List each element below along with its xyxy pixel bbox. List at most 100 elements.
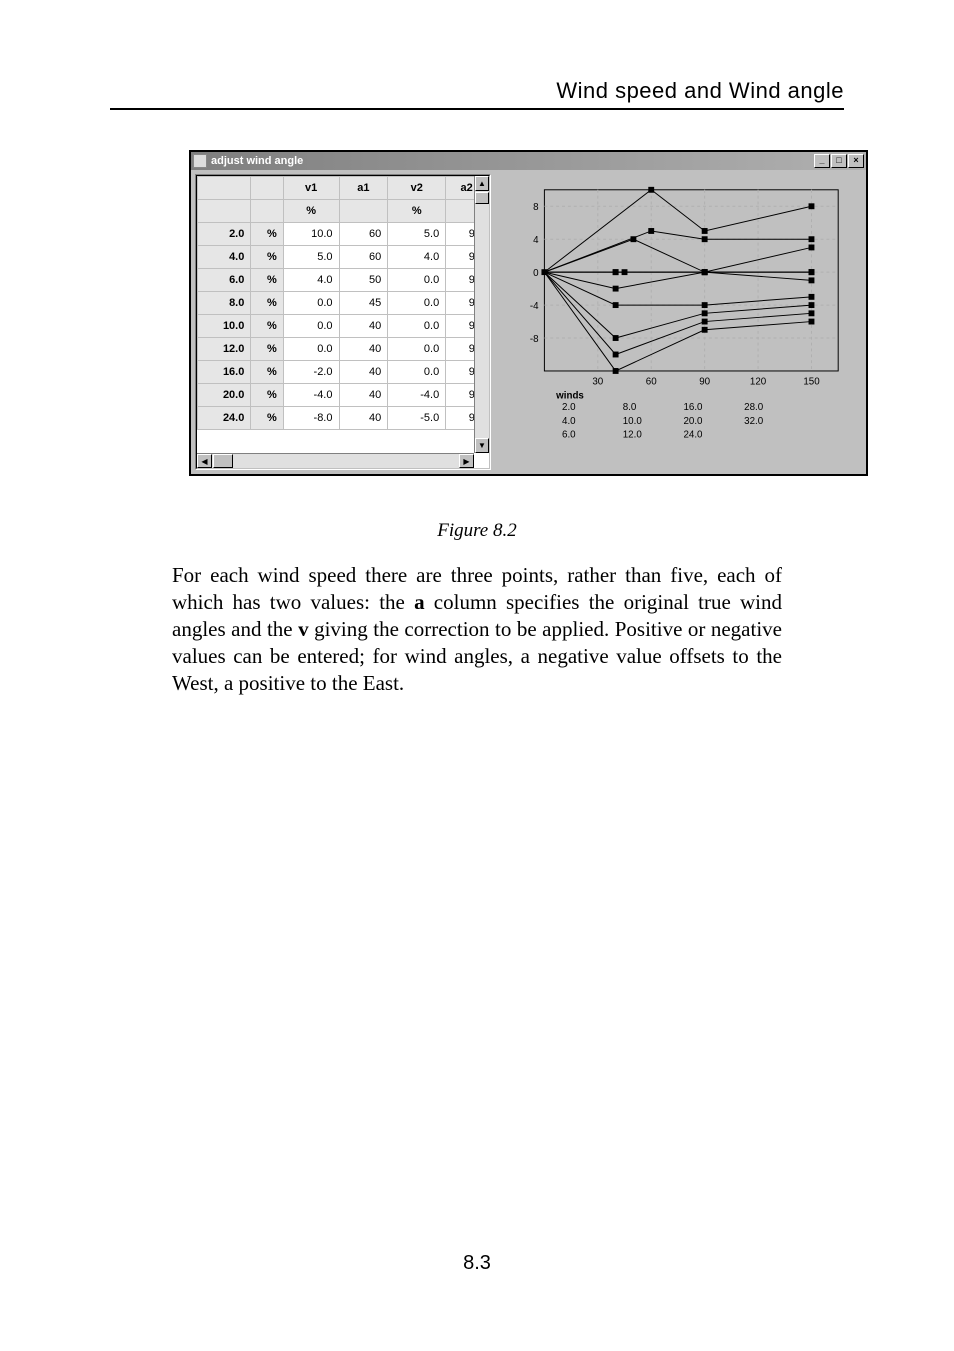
table-cell[interactable]: 4.0: [198, 246, 251, 269]
table-cell[interactable]: 16.0: [198, 361, 251, 384]
table-cell[interactable]: 0.0: [283, 292, 339, 315]
table-cell[interactable]: 6.0: [198, 269, 251, 292]
svg-text:winds: winds: [555, 390, 584, 401]
table-header: v2: [388, 177, 446, 200]
table-cell[interactable]: 4.0: [283, 269, 339, 292]
table-cell[interactable]: -5.0: [388, 407, 446, 430]
svg-text:4: 4: [533, 235, 539, 246]
table-cell[interactable]: 2.0: [198, 223, 251, 246]
close-button[interactable]: ×: [848, 154, 864, 168]
table-cell[interactable]: %: [251, 315, 283, 338]
minimize-button[interactable]: _: [814, 154, 830, 168]
table-cell[interactable]: %: [251, 246, 283, 269]
table-cell[interactable]: 0.0: [283, 315, 339, 338]
table-cell[interactable]: 10.0: [198, 315, 251, 338]
table-cell[interactable]: %: [251, 338, 283, 361]
hscroll-thumb[interactable]: [213, 454, 233, 468]
table-cell[interactable]: 20.0: [198, 384, 251, 407]
table-row[interactable]: 10.0%0.0400.090: [198, 315, 488, 338]
table-cell[interactable]: 5.0: [283, 246, 339, 269]
scroll-up-arrow[interactable]: ▲: [475, 176, 489, 191]
svg-text:150: 150: [803, 377, 820, 388]
table-row[interactable]: 12.0%0.0400.090: [198, 338, 488, 361]
table-cell[interactable]: %: [251, 407, 283, 430]
svg-text:8.0: 8.0: [623, 402, 637, 413]
header-rule: [110, 108, 844, 110]
svg-text:32.0: 32.0: [744, 416, 764, 427]
table-cell[interactable]: -4.0: [388, 384, 446, 407]
svg-text:-8: -8: [530, 334, 539, 345]
table-row[interactable]: 4.0%5.0604.090: [198, 246, 488, 269]
table-cell[interactable]: 0.0: [388, 292, 446, 315]
table-cell[interactable]: 40: [339, 361, 388, 384]
table-subheader: [198, 200, 251, 223]
table-row[interactable]: 24.0%-8.040-5.090: [198, 407, 488, 430]
table-cell[interactable]: 24.0: [198, 407, 251, 430]
table-cell[interactable]: 0.0: [283, 338, 339, 361]
table-cell[interactable]: 8.0: [198, 292, 251, 315]
table-cell[interactable]: 40: [339, 384, 388, 407]
body-paragraph: For each wind speed there are three poin…: [172, 562, 782, 696]
vscroll-thumb[interactable]: [475, 192, 489, 204]
scroll-down-arrow[interactable]: ▼: [475, 438, 489, 453]
table-cell[interactable]: 0.0: [388, 361, 446, 384]
svg-text:16.0: 16.0: [683, 402, 703, 413]
table-cell[interactable]: -8.0: [283, 407, 339, 430]
horizontal-scrollbar[interactable]: ◀ ▶: [197, 453, 474, 468]
table-row[interactable]: 16.0%-2.0400.090: [198, 361, 488, 384]
table-cell[interactable]: %: [251, 223, 283, 246]
svg-text:6.0: 6.0: [562, 430, 576, 441]
table-cell[interactable]: %: [251, 292, 283, 315]
wind-table[interactable]: v1a1v2a2%%2.0%10.0605.0904.0%5.0604.0906…: [197, 176, 488, 430]
wind-chart: -8-4048306090120150winds2.08.016.028.04.…: [511, 180, 852, 464]
svg-text:-4: -4: [530, 301, 539, 312]
scroll-left-arrow[interactable]: ◀: [197, 454, 212, 468]
svg-text:10.0: 10.0: [623, 416, 643, 427]
table-cell[interactable]: %: [251, 361, 283, 384]
svg-text:24.0: 24.0: [683, 430, 703, 441]
table-cell[interactable]: 60: [339, 223, 388, 246]
svg-text:8: 8: [533, 202, 539, 213]
page-header: Wind speed and Wind angle: [556, 78, 844, 104]
table-cell[interactable]: 45: [339, 292, 388, 315]
svg-text:90: 90: [699, 377, 710, 388]
table-cell[interactable]: %: [251, 269, 283, 292]
table-subheader: %: [388, 200, 446, 223]
table-cell[interactable]: 40: [339, 338, 388, 361]
table-cell[interactable]: 0.0: [388, 269, 446, 292]
scroll-right-arrow[interactable]: ▶: [459, 454, 474, 468]
table-header: a1: [339, 177, 388, 200]
titlebar[interactable]: adjust wind angle _ □ ×: [191, 152, 866, 170]
table-cell[interactable]: 10.0: [283, 223, 339, 246]
table-subheader: [251, 200, 283, 223]
table-header: v1: [283, 177, 339, 200]
table-row[interactable]: 6.0%4.0500.090: [198, 269, 488, 292]
maximize-button[interactable]: □: [831, 154, 847, 168]
table-cell[interactable]: 0.0: [388, 338, 446, 361]
table-cell[interactable]: 4.0: [388, 246, 446, 269]
table-cell[interactable]: 12.0: [198, 338, 251, 361]
table-cell[interactable]: 50: [339, 269, 388, 292]
vertical-scrollbar[interactable]: ▲ ▼: [474, 176, 489, 453]
table-row[interactable]: 2.0%10.0605.090: [198, 223, 488, 246]
window-adjust-wind-angle: adjust wind angle _ □ × v1a1v2a2%%2.0%10…: [189, 150, 868, 476]
figure-caption: Figure 8.2: [0, 520, 954, 542]
table-cell[interactable]: 60: [339, 246, 388, 269]
table-cell[interactable]: 40: [339, 407, 388, 430]
table-row[interactable]: 8.0%0.0450.090: [198, 292, 488, 315]
svg-text:2.0: 2.0: [562, 402, 576, 413]
svg-text:0: 0: [533, 268, 539, 279]
table-cell[interactable]: %: [251, 384, 283, 407]
table-cell[interactable]: -2.0: [283, 361, 339, 384]
svg-text:28.0: 28.0: [744, 402, 764, 413]
svg-text:4.0: 4.0: [562, 416, 576, 427]
table-cell[interactable]: 40: [339, 315, 388, 338]
table-pane: v1a1v2a2%%2.0%10.0605.0904.0%5.0604.0906…: [195, 174, 491, 470]
table-cell[interactable]: 0.0: [388, 315, 446, 338]
table-cell[interactable]: -4.0: [283, 384, 339, 407]
table-cell[interactable]: 5.0: [388, 223, 446, 246]
table-row[interactable]: 20.0%-4.040-4.090: [198, 384, 488, 407]
window-body: v1a1v2a2%%2.0%10.0605.0904.0%5.0604.0906…: [191, 170, 866, 474]
svg-text:30: 30: [592, 377, 603, 388]
svg-text:120: 120: [750, 377, 767, 388]
